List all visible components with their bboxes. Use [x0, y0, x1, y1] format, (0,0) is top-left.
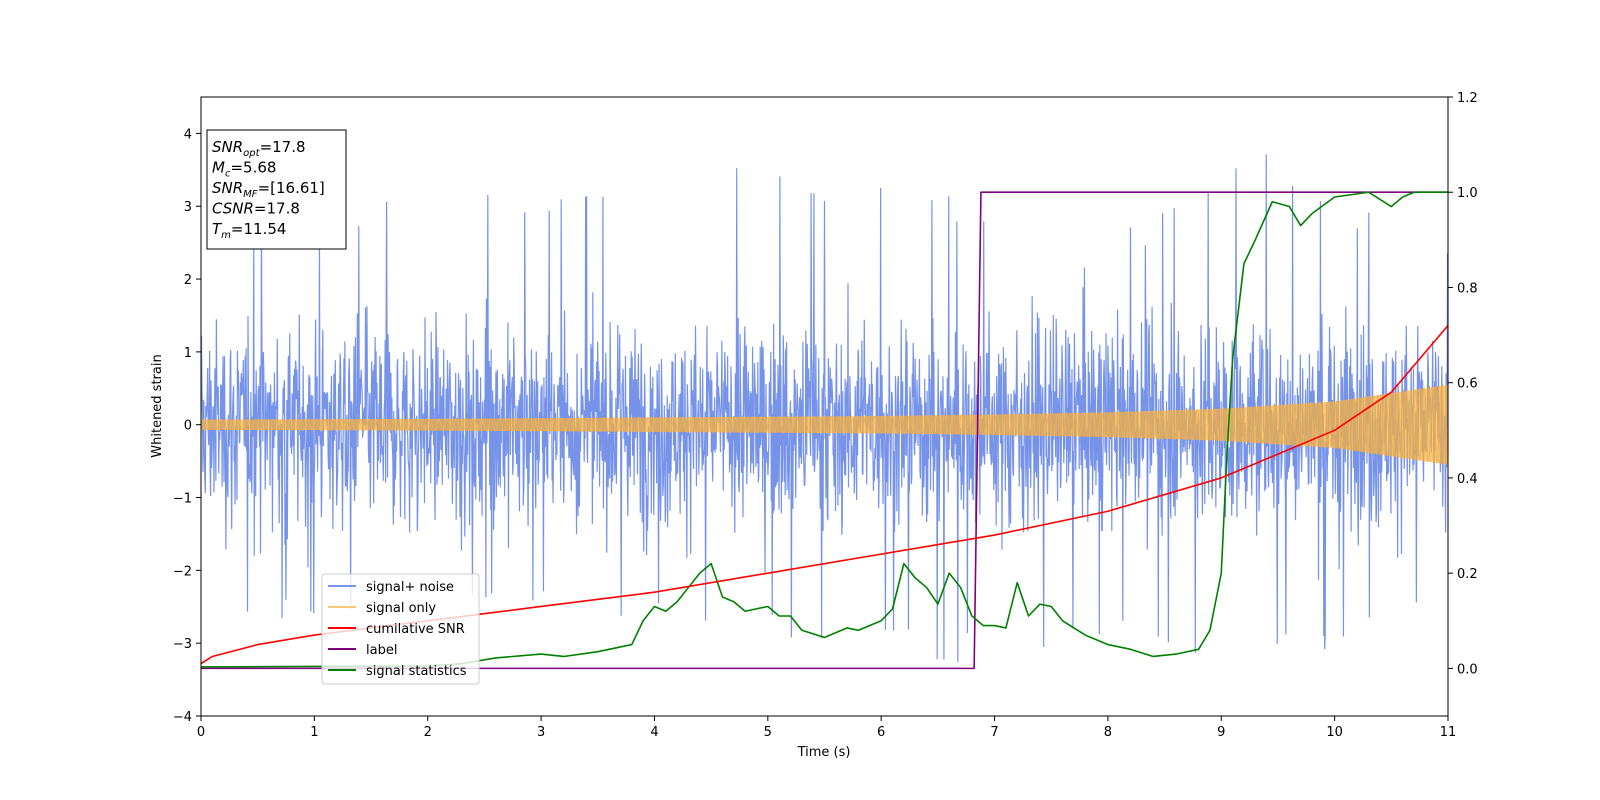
y2-tick-label: 0.2: [1457, 567, 1478, 582]
y-tick-label: −3: [173, 637, 192, 652]
x-tick-label: 11: [1440, 725, 1457, 740]
info-subscript: c: [225, 169, 231, 180]
info-subscript: m: [221, 230, 231, 241]
info-subscript: MF: [243, 189, 258, 200]
y-axis-label: Whitened strain: [150, 354, 165, 457]
info-value: =17.8: [260, 138, 306, 156]
info-box-frame: [206, 129, 347, 250]
info-value: =11.54: [231, 220, 287, 238]
info-value: =5.68: [230, 159, 276, 177]
legend-entry: signal only: [366, 601, 436, 616]
series-signal-statistics-line: [201, 191, 1448, 668]
x-tick-label: 3: [537, 725, 545, 740]
info-symbol: M: [212, 159, 225, 177]
y-tick-label: −4: [173, 710, 192, 725]
info-symbol: SNR: [212, 179, 243, 197]
y-tick-label: 4: [184, 127, 192, 142]
y2-tick-label: 1.2: [1457, 91, 1478, 106]
y-tick-label: −1: [173, 492, 192, 507]
legend-entry: signal+ noise: [366, 580, 454, 595]
x-tick-label: 7: [990, 725, 998, 740]
info-value: =[16.61]: [258, 179, 325, 197]
series-label-line: [201, 191, 1448, 670]
x-tick-label: 2: [424, 725, 432, 740]
legend-entry: signal statistics: [366, 664, 467, 679]
info-symbol: SNR: [212, 138, 243, 156]
plot-frame: [200, 96, 1449, 717]
x-tick-label: 6: [877, 725, 885, 740]
series-signal-noise-line: [201, 154, 1448, 663]
x-tick-label: 1: [310, 725, 318, 740]
info-box-row: Mc=5.68: [212, 159, 276, 180]
legend-entry: label: [366, 643, 397, 658]
x-tick-label: 8: [1104, 725, 1112, 740]
x-tick-label: 10: [1326, 725, 1343, 740]
legend-entry: cumilative SNR: [366, 622, 465, 637]
y2-tick-label: 0.0: [1457, 662, 1478, 677]
x-tick-label: 4: [650, 725, 658, 740]
info-symbol: CSNR: [212, 200, 254, 218]
y-tick-label: 1: [184, 346, 192, 361]
x-tick-label: 0: [197, 725, 205, 740]
info-box-row: SNRMF=[16.61]: [212, 179, 325, 200]
legend: signal+ noise signal only cumilative SNR la…: [321, 573, 480, 685]
y2-tick-label: 0.4: [1457, 472, 1478, 487]
y-tick-label: −2: [173, 564, 192, 579]
y-axis-left: −4 −3 −2 −1 0 1 2 3 4: [173, 127, 201, 725]
info-subscript: opt: [243, 148, 260, 159]
series-cumulative-snr-line: [201, 325, 1448, 665]
y2-tick-label: 0.6: [1457, 377, 1478, 392]
x-axis-label: Time (s): [797, 745, 851, 760]
x-tick-label: 5: [764, 725, 772, 740]
x-tick-label: 9: [1217, 725, 1225, 740]
x-axis: 0 1 2 3 4 5 6 7 8 9 10 11: [197, 716, 1456, 740]
info-box-row: CSNR=17.8: [212, 200, 300, 218]
y-axis-right: 0.0 0.2 0.4 0.6 0.8 1.0 1.2: [1448, 91, 1478, 677]
plot-area: [201, 154, 1448, 670]
info-box-row: Tm=11.54: [212, 220, 286, 241]
series-signal-only-line: [201, 385, 1448, 466]
info-box-row: SNRopt=17.8: [212, 138, 306, 159]
info-value: =17.8: [254, 200, 300, 218]
y2-tick-label: 1.0: [1457, 186, 1478, 201]
legend-frame: [321, 573, 480, 685]
info-box: SNRopt=17.8Mc=5.68SNRMF=[16.61]CSNR=17.8…: [206, 129, 347, 250]
y-tick-label: 3: [184, 200, 192, 215]
y-tick-label: 2: [184, 273, 192, 288]
y-tick-label: 0: [184, 419, 192, 434]
info-symbol: T: [212, 220, 223, 238]
y2-tick-label: 0.8: [1457, 281, 1478, 296]
